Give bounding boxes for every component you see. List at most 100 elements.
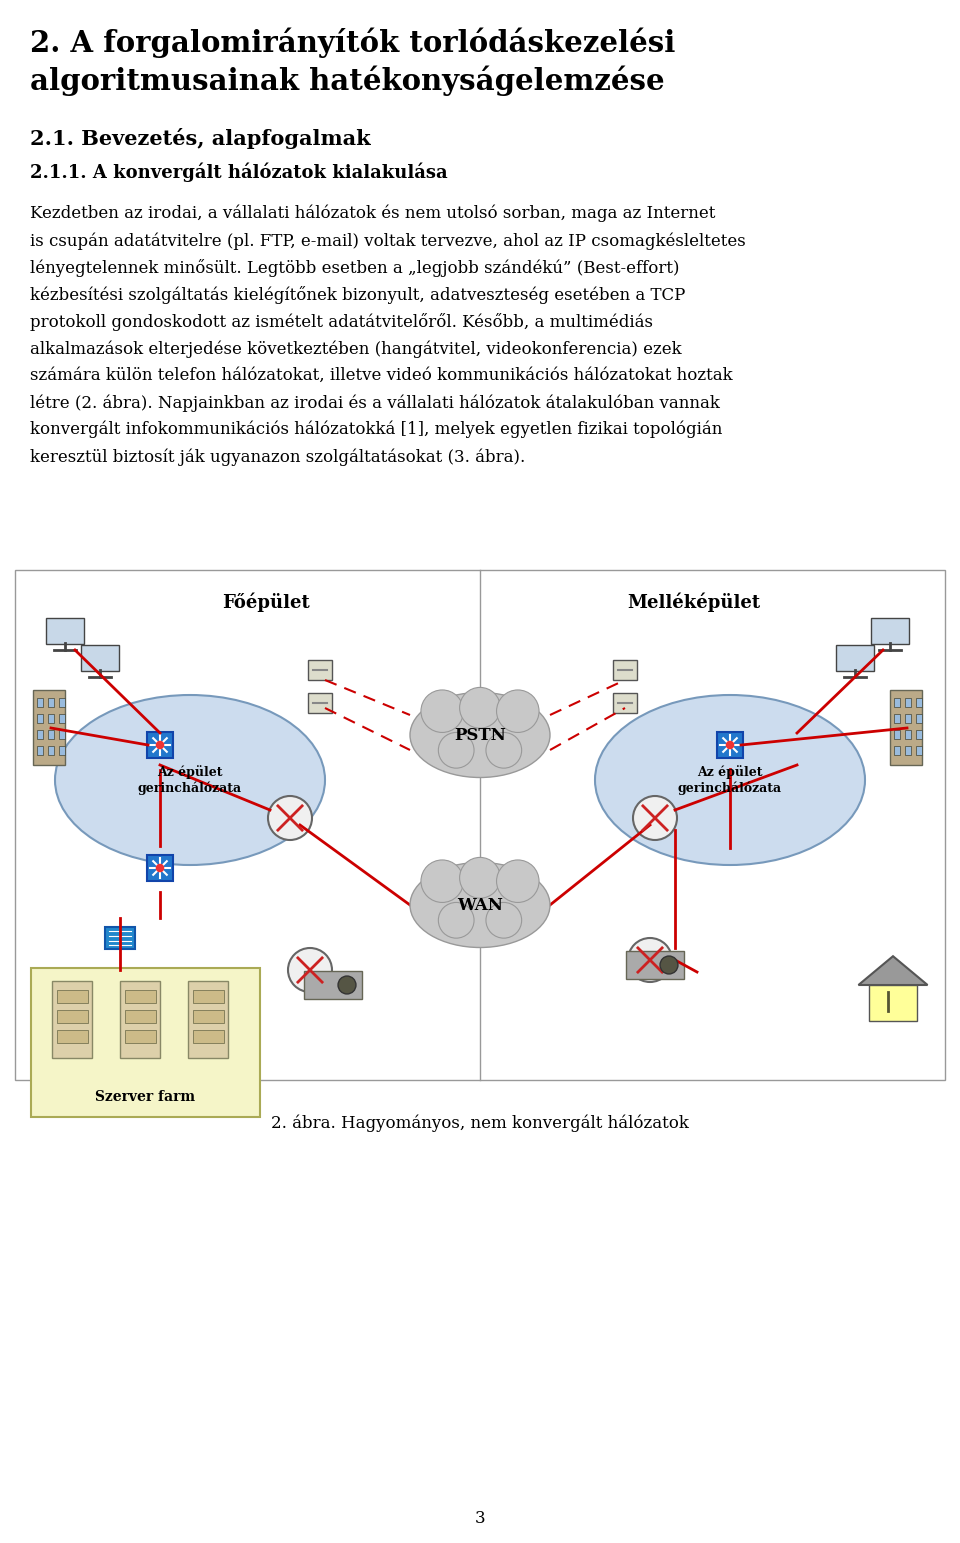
FancyBboxPatch shape <box>105 927 135 949</box>
FancyBboxPatch shape <box>37 745 43 755</box>
Ellipse shape <box>420 859 464 903</box>
Text: 3: 3 <box>474 1511 486 1528</box>
FancyBboxPatch shape <box>916 697 922 707</box>
Ellipse shape <box>410 693 550 778</box>
FancyBboxPatch shape <box>57 1029 87 1043</box>
FancyBboxPatch shape <box>894 745 900 755</box>
Text: WAN: WAN <box>457 896 503 913</box>
FancyBboxPatch shape <box>193 989 224 1003</box>
Text: Az épület
gerinchálózata: Az épület gerinchálózata <box>138 765 242 795</box>
FancyBboxPatch shape <box>37 730 43 739</box>
Ellipse shape <box>439 733 474 768</box>
FancyBboxPatch shape <box>905 745 911 755</box>
FancyBboxPatch shape <box>916 730 922 739</box>
Text: PSTN: PSTN <box>454 727 506 744</box>
FancyBboxPatch shape <box>52 981 92 1058</box>
FancyBboxPatch shape <box>894 730 900 739</box>
Ellipse shape <box>460 687 500 728</box>
FancyBboxPatch shape <box>82 645 119 671</box>
Text: Főépület: Főépület <box>222 593 310 611</box>
FancyBboxPatch shape <box>125 1009 156 1023</box>
Ellipse shape <box>410 863 550 947</box>
FancyBboxPatch shape <box>59 730 65 739</box>
FancyBboxPatch shape <box>869 984 917 1021</box>
FancyBboxPatch shape <box>59 714 65 724</box>
Ellipse shape <box>420 690 464 733</box>
FancyBboxPatch shape <box>46 619 84 643</box>
Circle shape <box>288 947 332 992</box>
FancyBboxPatch shape <box>894 714 900 724</box>
FancyBboxPatch shape <box>147 731 173 758</box>
Text: Melléképület: Melléképület <box>627 593 760 611</box>
Text: konvergált infokommunikációs hálózatokká [1], melyek egyetlen fizikai topológián: konvergált infokommunikációs hálózatokká… <box>30 421 722 438</box>
FancyBboxPatch shape <box>613 660 637 680</box>
FancyBboxPatch shape <box>193 1029 224 1043</box>
FancyBboxPatch shape <box>120 981 160 1058</box>
Polygon shape <box>858 957 927 984</box>
Circle shape <box>156 864 163 872</box>
Circle shape <box>156 741 163 748</box>
FancyBboxPatch shape <box>308 660 332 680</box>
Ellipse shape <box>55 694 325 866</box>
FancyBboxPatch shape <box>304 972 362 998</box>
Ellipse shape <box>460 858 500 898</box>
Circle shape <box>660 957 678 974</box>
Ellipse shape <box>486 903 521 938</box>
FancyBboxPatch shape <box>613 693 637 713</box>
FancyBboxPatch shape <box>626 952 684 978</box>
Circle shape <box>633 796 677 839</box>
FancyBboxPatch shape <box>15 569 945 1080</box>
Text: lényegtelennek minősült. Legtöbb esetben a „legjobb szándékú” (Best-effort): lényegtelennek minősült. Legtöbb esetben… <box>30 259 680 278</box>
FancyBboxPatch shape <box>57 989 87 1003</box>
FancyBboxPatch shape <box>147 855 173 881</box>
Text: létre (2. ábra). Napjainkban az irodai és a vállalati hálózatok átalakulóban van: létre (2. ábra). Napjainkban az irodai é… <box>30 393 720 412</box>
Text: algoritmusainak hatékonyságelemzése: algoritmusainak hatékonyságelemzése <box>30 65 664 96</box>
FancyBboxPatch shape <box>308 693 332 713</box>
Text: Az épület
gerinchálózata: Az épület gerinchálózata <box>678 765 782 795</box>
Circle shape <box>268 796 312 839</box>
FancyBboxPatch shape <box>890 690 922 765</box>
Circle shape <box>628 938 672 981</box>
FancyBboxPatch shape <box>125 989 156 1003</box>
Text: protokoll gondoskodott az ismételt adatátvitelőről. Később, a multimédiás: protokoll gondoskodott az ismételt adatá… <box>30 313 653 332</box>
FancyBboxPatch shape <box>59 745 65 755</box>
Ellipse shape <box>496 690 540 733</box>
FancyBboxPatch shape <box>872 619 908 643</box>
Text: 2. A forgalomirányítók torlódáskezelési: 2. A forgalomirányítók torlódáskezelési <box>30 28 676 59</box>
FancyBboxPatch shape <box>48 714 54 724</box>
Ellipse shape <box>496 859 540 903</box>
FancyBboxPatch shape <box>916 745 922 755</box>
Circle shape <box>727 741 733 748</box>
FancyBboxPatch shape <box>193 1009 224 1023</box>
Ellipse shape <box>486 733 521 768</box>
FancyBboxPatch shape <box>188 981 228 1058</box>
Text: számára külön telefon hálózatokat, illetve videó kommunikációs hálózatokat hozta: számára külön telefon hálózatokat, illet… <box>30 367 732 384</box>
Text: keresztül biztosít ják ugyanazon szolgáltatásokat (3. ábra).: keresztül biztosít ják ugyanazon szolgál… <box>30 447 525 466</box>
FancyBboxPatch shape <box>836 645 874 671</box>
Text: Kezdetben az irodai, a vállalati hálózatok és nem utolsó sorban, maga az Interne: Kezdetben az irodai, a vállalati hálózat… <box>30 205 715 222</box>
FancyBboxPatch shape <box>905 697 911 707</box>
FancyBboxPatch shape <box>31 967 260 1117</box>
Ellipse shape <box>439 903 474 938</box>
FancyBboxPatch shape <box>33 690 65 765</box>
FancyBboxPatch shape <box>916 714 922 724</box>
Text: kézbesítési szolgáltatás kielégítőnek bizonyult, adatveszteség esetében a TCP: kézbesítési szolgáltatás kielégítőnek bi… <box>30 285 685 304</box>
Circle shape <box>338 977 356 994</box>
Text: 2.1. Bevezetés, alapfogalmak: 2.1. Bevezetés, alapfogalmak <box>30 128 371 150</box>
Text: alkalmazások elterjedése következtében (hangátvitel, videokonferencia) ezek: alkalmazások elterjedése következtében (… <box>30 339 682 358</box>
FancyBboxPatch shape <box>717 731 743 758</box>
Ellipse shape <box>595 694 865 866</box>
FancyBboxPatch shape <box>59 697 65 707</box>
FancyBboxPatch shape <box>57 1009 87 1023</box>
FancyBboxPatch shape <box>37 714 43 724</box>
FancyBboxPatch shape <box>894 697 900 707</box>
FancyBboxPatch shape <box>48 730 54 739</box>
FancyBboxPatch shape <box>48 745 54 755</box>
FancyBboxPatch shape <box>48 697 54 707</box>
Text: 2.1.1. A konvergált hálózatok kialakulása: 2.1.1. A konvergált hálózatok kialakulás… <box>30 162 447 182</box>
Text: Szerver farm: Szerver farm <box>95 1089 196 1103</box>
Text: is csupán adatátvitelre (pl. FTP, e-mail) voltak tervezve, ahol az IP csomagkésl: is csupán adatátvitelre (pl. FTP, e-mail… <box>30 231 746 250</box>
FancyBboxPatch shape <box>125 1029 156 1043</box>
Text: 2. ábra. Hagyományos, nem konvergált hálózatok: 2. ábra. Hagyományos, nem konvergált hál… <box>271 1116 689 1133</box>
FancyBboxPatch shape <box>37 697 43 707</box>
